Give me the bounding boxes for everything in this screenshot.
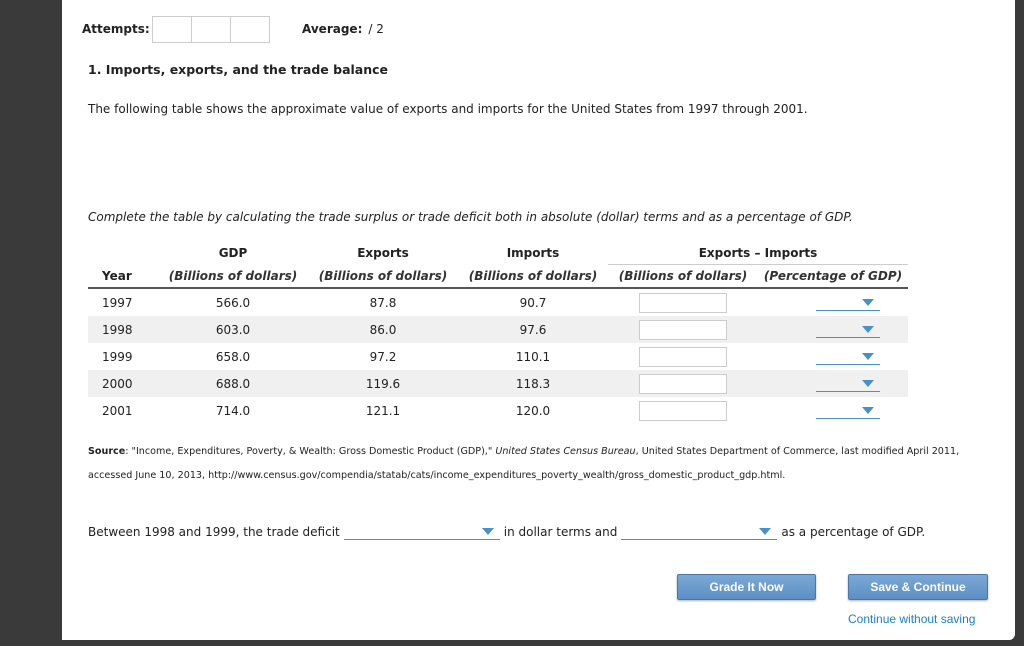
grade-it-now-button[interactable]: Grade It Now (677, 574, 816, 600)
cell-imports: 90.7 (519, 295, 547, 310)
continue-without-saving-link[interactable]: Continue without saving (848, 612, 976, 626)
cell-imports: 97.6 (458, 316, 608, 343)
cell-year: 1999 (102, 349, 133, 364)
question-title: 1. Imports, exports, and the trade balan… (88, 62, 389, 77)
percent-terms-dropdown[interactable] (621, 523, 778, 540)
header-imports: Imports (506, 246, 560, 261)
question-instruction: Complete the table by calculating the tr… (88, 210, 853, 224)
cell-imports: 120.0 (515, 403, 551, 418)
balance-dollars-input[interactable] (639, 319, 727, 340)
dropdown-arrow-icon (862, 353, 874, 360)
attempt-box (191, 16, 231, 43)
attempt-boxes (152, 16, 270, 43)
balance-percent-dropdown[interactable] (816, 348, 880, 365)
header-exports-minus-imports: Exports – Imports (608, 242, 908, 265)
dropdown-arrow-icon (862, 380, 874, 387)
balance-dollars-input[interactable] (639, 400, 727, 421)
balance-percent-dropdown[interactable] (816, 375, 880, 392)
source-text: , United States Department of Commerce, … (88, 446, 960, 481)
cell-year: 2000 (88, 370, 158, 397)
source-citation: Source: "Income, Expenditures, Poverty, … (88, 440, 988, 488)
attempt-box (152, 16, 192, 43)
attempts-label: Attempts: (82, 22, 150, 36)
cell-exports: 86.0 (308, 316, 458, 343)
question-intro: The following table shows the approximat… (88, 102, 808, 116)
balance-percent-dropdown[interactable] (816, 321, 880, 338)
table-row: 1998 603.0 86.0 97.6 (88, 316, 908, 343)
source-text: : "Income, Expenditures, Poverty, & Weal… (125, 446, 496, 457)
subheader: (Billions of dollars) (458, 264, 608, 289)
header-exports: Exports (357, 246, 409, 261)
cell-imports: 110.1 (515, 349, 551, 364)
question-sentence: Between 1998 and 1999, the trade deficit… (88, 523, 925, 540)
balance-percent-dropdown[interactable] (816, 294, 880, 311)
sentence-text: in dollar terms and (503, 524, 618, 539)
subheader: (Percentage of GDP) (758, 264, 908, 289)
average-label: Average: (302, 22, 363, 36)
sentence-text: Between 1998 and 1999, the trade deficit (88, 524, 340, 539)
dropdown-arrow-icon (862, 407, 874, 414)
cell-gdp: 688.0 (158, 370, 308, 397)
cell-exports: 119.6 (308, 370, 458, 397)
cell-exports: 121.1 (365, 403, 401, 418)
balance-percent-dropdown[interactable] (816, 402, 880, 419)
subheader: (Billions of dollars) (158, 264, 308, 289)
table-row: 2000 688.0 119.6 118.3 (88, 370, 908, 397)
question-panel: Attempts: Average: / 2 1. Imports, export… (62, 0, 1015, 640)
sentence-text: as a percentage of GDP. (781, 524, 926, 539)
attempt-box (230, 16, 270, 43)
table-row: 1997 566.0 87.8 90.7 (88, 288, 908, 316)
balance-dollars-input[interactable] (639, 292, 727, 313)
balance-dollars-input[interactable] (639, 373, 727, 394)
cell-gdp: 566.0 (215, 295, 251, 310)
cell-year: 1997 (102, 295, 133, 310)
cell-gdp: 714.0 (215, 403, 251, 418)
cell-gdp: 603.0 (158, 316, 308, 343)
dropdown-arrow-icon (862, 299, 874, 306)
dropdown-arrow-icon (481, 528, 494, 535)
average-value: / 2 (368, 22, 384, 36)
source-publisher: United States Census Bureau (495, 446, 636, 457)
cell-year: 2001 (102, 403, 133, 418)
cell-exports: 87.8 (369, 295, 397, 310)
table-row: 1999 658.0 97.2 110.1 (88, 343, 908, 370)
table-row: 2001 714.0 121.1 120.0 (88, 397, 908, 424)
header-year: Year (88, 264, 158, 289)
source-label: Source (88, 446, 126, 457)
cell-exports: 97.2 (369, 349, 397, 364)
average: Average: / 2 (302, 22, 384, 36)
subheader: (Billions of dollars) (308, 264, 458, 289)
cell-year: 1998 (88, 316, 158, 343)
save-continue-button[interactable]: Save & Continue (848, 574, 988, 600)
balance-dollars-input[interactable] (639, 346, 727, 367)
cell-gdp: 658.0 (215, 349, 251, 364)
header-gdp: GDP (218, 246, 248, 261)
cell-imports: 118.3 (458, 370, 608, 397)
trade-table: GDP Exports Imports Exports – Imports Ye… (88, 242, 908, 424)
dollar-terms-dropdown[interactable] (343, 523, 500, 540)
dropdown-arrow-icon (862, 326, 874, 333)
dropdown-arrow-icon (759, 528, 772, 535)
subheader: (Billions of dollars) (608, 264, 758, 289)
